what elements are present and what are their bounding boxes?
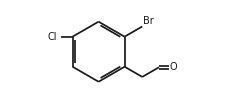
Text: Cl: Cl — [48, 32, 57, 42]
Text: O: O — [169, 62, 177, 72]
Text: Br: Br — [142, 16, 153, 26]
